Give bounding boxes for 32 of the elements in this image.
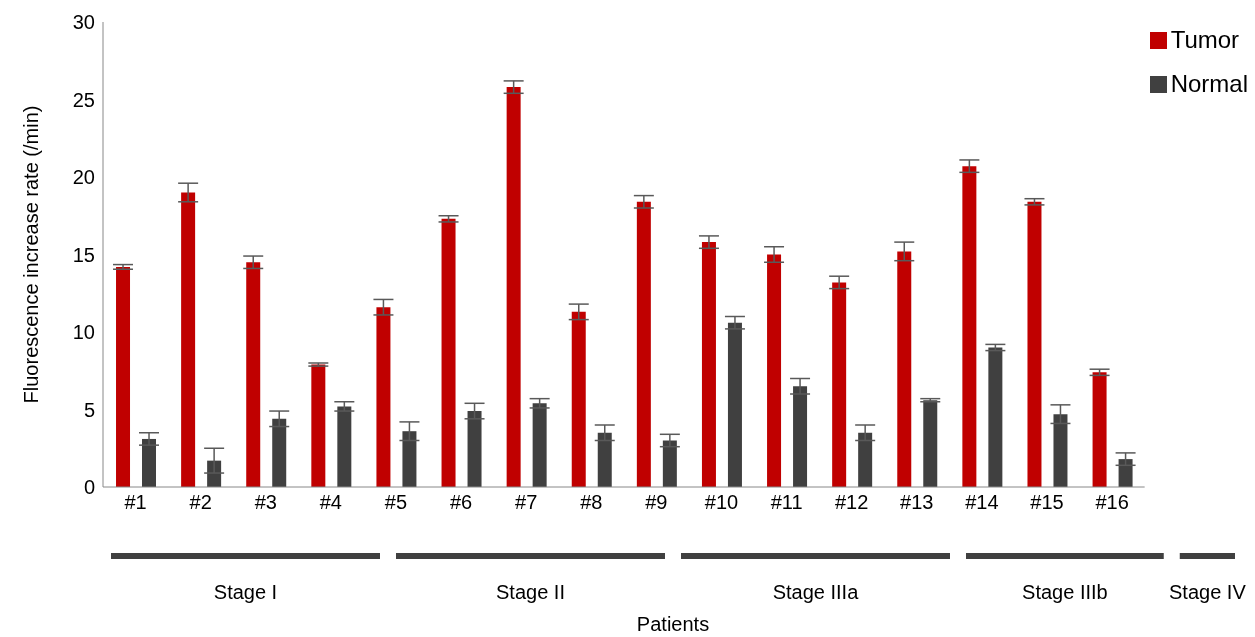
text: Stage IV xyxy=(1169,581,1247,603)
y-tick-label: 25 xyxy=(72,88,95,111)
y-tick-label: 10 xyxy=(72,321,95,344)
x-tick-label: #2 xyxy=(189,491,212,514)
x-tick-label: #7 xyxy=(515,491,538,514)
x-tick-label: #6 xyxy=(449,491,473,514)
x-tick-label: #8 xyxy=(580,491,603,514)
x-tick-label: #11 xyxy=(770,491,803,514)
x-tick-label: #4 xyxy=(319,491,342,514)
text: Stage I xyxy=(213,581,278,603)
x-tick-label: #13 xyxy=(900,491,934,514)
x-tick-label: #1 xyxy=(124,491,147,514)
y-tick-label: 15 xyxy=(72,243,95,266)
text: Stage IIIa xyxy=(772,581,860,603)
legend-label: Normal xyxy=(1170,70,1248,98)
y-tick-label: 0 xyxy=(83,476,95,499)
x-tick-label: #12 xyxy=(835,491,869,514)
text: Stage IIIb xyxy=(1022,581,1108,603)
y-tick-label: 30 xyxy=(72,11,95,34)
legend-label: Tumor xyxy=(1170,26,1240,54)
text: Stage II xyxy=(496,581,565,603)
x-tick-label: #15 xyxy=(1030,491,1064,514)
y-tick-label: 5 xyxy=(83,398,95,421)
x-tick-label: #14 xyxy=(965,491,999,514)
x-tick-label: #5 xyxy=(384,491,408,514)
x-tick-label: #3 xyxy=(254,491,277,514)
x-tick-label: #10 xyxy=(704,491,739,514)
x-tick-label: #16 xyxy=(1095,491,1129,514)
x-axis-title: Patients xyxy=(636,613,710,635)
y-axis-title: Fluorescence increase rate (/min) xyxy=(20,105,43,404)
x-tick-label: #9 xyxy=(645,491,668,514)
y-tick-label: 20 xyxy=(72,166,95,189)
